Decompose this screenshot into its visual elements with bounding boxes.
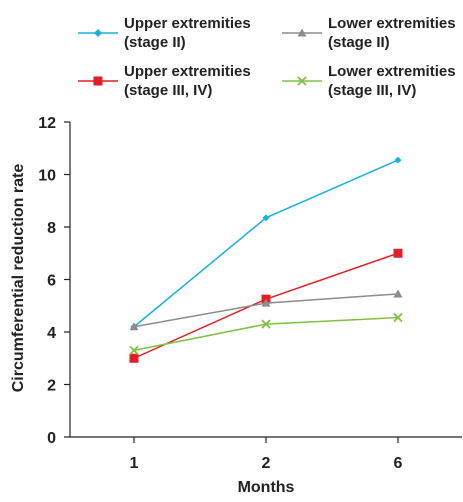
y-ticks: 0 2 4 6 8 10 12 (38, 115, 70, 447)
legend-swatch-upper-stage-iii-iv (78, 76, 118, 86)
y-axis-title: Circumferential reduction rate (10, 164, 27, 393)
x-tick-label: 2 (262, 455, 271, 472)
legend-swatch-lower-stage-iii-iv (282, 76, 322, 86)
data-point (261, 319, 271, 329)
y-tick-label: 12 (38, 115, 56, 132)
series-line (133, 316, 399, 352)
y-tick-label: 2 (47, 378, 56, 395)
x-tick-label: 1 (130, 455, 139, 472)
x-ticks: 1 2 6 (130, 437, 403, 472)
data-point (261, 298, 271, 307)
y-tick-label: 0 (47, 430, 56, 447)
data-point (129, 322, 139, 331)
legend-label: Lower extremities (stage III, IV) (328, 63, 456, 99)
data-point (393, 289, 403, 298)
y-tick-label: 4 (47, 325, 56, 342)
data-point (394, 156, 402, 164)
series-layer (129, 156, 403, 363)
y-tick-label: 6 (47, 273, 56, 290)
data-point (129, 345, 139, 356)
y-tick-label: 10 (38, 168, 56, 185)
y-tick-label: 8 (47, 220, 56, 237)
x-axis-title: Months (238, 479, 295, 496)
data-point (393, 312, 403, 323)
data-point (262, 214, 270, 222)
legend-label: Upper extremities (stage II) (124, 15, 251, 51)
data-point (393, 248, 403, 258)
legend-label: Lower extremities (stage II) (328, 15, 456, 51)
data-point (129, 353, 139, 363)
series-3 (129, 312, 403, 356)
legend-swatch-upper-stage-ii (78, 29, 118, 37)
legend-swatch-lower-stage-ii (282, 28, 322, 37)
x-tick-label: 6 (394, 455, 403, 472)
axes (69, 122, 462, 438)
legend-label: Upper extremities (stage III, IV) (124, 63, 251, 99)
series-2 (129, 289, 403, 331)
